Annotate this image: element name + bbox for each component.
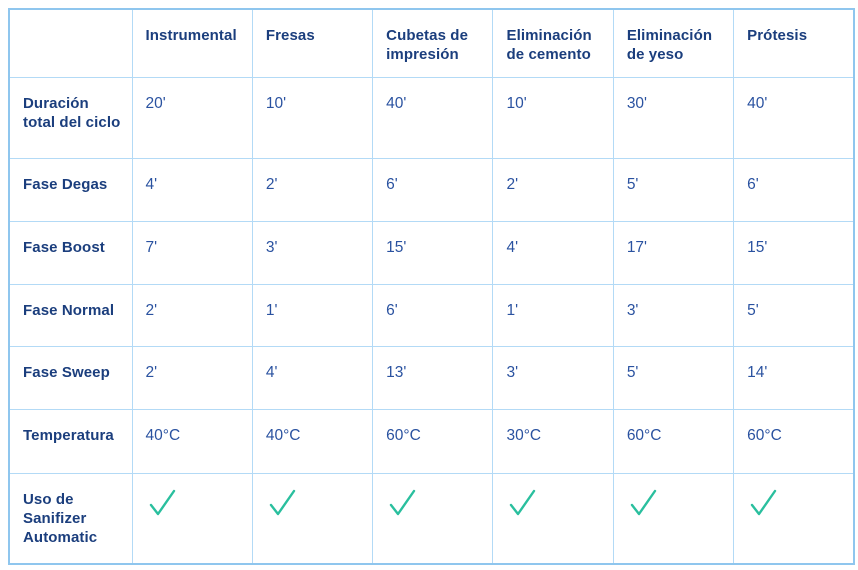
corner-cell [8,8,133,78]
value-cell: 4' [131,158,253,222]
check-cell [372,472,494,565]
check-cell [733,472,855,565]
value-cell: 60°C [733,408,855,474]
table-row: Duración total del ciclo 20' 10' 40' 10' 30' 4… [8,76,855,160]
value-cell: 6' [372,158,494,222]
table-row: Fase Normal 2' 1' 6' 1' 3' 5' [8,283,855,348]
row-label: Uso de Sanifizer Automatic [8,472,133,565]
value-cell: 3' [251,220,374,285]
check-cell [251,472,374,565]
header-row: Instrumental Fresas Cubetas de impresión El… [8,8,855,78]
value-cell: 10' [492,76,614,160]
column-header: Eliminación de yeso [612,8,735,78]
value-cell: 10' [251,76,374,160]
value-cell: 7' [131,220,253,285]
value-cell: 40' [733,76,855,160]
value-cell: 1' [251,283,374,348]
column-header: Fresas [251,8,374,78]
value-cell: 2' [492,158,614,222]
value-cell: 13' [372,346,494,410]
row-label: Temperatura [8,408,133,474]
table-row: Fase Boost 7' 3' 15' 4' 17' 15' [8,220,855,285]
check-icon [510,489,536,515]
value-cell: 60°C [612,408,735,474]
column-header: Prótesis [733,8,855,78]
value-cell: 3' [492,346,614,410]
row-label: Duración total del ciclo [8,76,133,160]
value-cell: 3' [612,283,735,348]
check-icon [630,489,657,515]
value-cell: 5' [733,283,855,348]
value-cell: 15' [733,220,855,285]
check-cell [612,472,735,565]
check-icon [750,489,777,515]
value-cell: 40' [372,76,494,160]
value-cell: 2' [131,346,253,410]
value-cell: 60°C [372,408,494,474]
check-cell [492,472,614,565]
row-label: Fase Boost [8,220,133,285]
value-cell: 40°C [251,408,374,474]
value-cell: 6' [733,158,855,222]
value-cell: 2' [251,158,374,222]
row-label: Fase Normal [8,283,133,348]
value-cell: 1' [492,283,614,348]
check-icon [269,489,296,515]
value-cell: 40°C [131,408,253,474]
column-header: Instrumental [131,8,253,78]
value-cell: 15' [372,220,494,285]
value-cell: 2' [131,283,253,348]
value-cell: 6' [372,283,494,348]
column-header: Cubetas de impresión [372,8,494,78]
value-cell: 4' [251,346,374,410]
value-cell: 5' [612,346,735,410]
table-row: Fase Degas 4' 2' 6' 2' 5' 6' [8,158,855,222]
column-header: Eliminación de cemento [492,8,614,78]
check-icon [389,489,416,515]
table-body: Duración total del ciclo 20' 10' 40' 10' 30' 4… [8,76,855,565]
check-cell [131,472,253,565]
sterilization-cycles-table: Instrumental Fresas Cubetas de impresión El… [8,8,855,565]
value-cell: 20' [131,76,253,160]
row-label: Fase Degas [8,158,133,222]
table-row: Fase Sweep 2' 4' 13' 3' 5' 14' [8,346,855,410]
value-cell: 30°C [492,408,614,474]
value-cell: 30' [612,76,735,160]
check-icon [149,489,175,515]
table-row: Temperatura 40°C 40°C 60°C 30°C 60°C 60°C [8,408,855,474]
table-row: Uso de Sanifizer Automatic [8,472,855,565]
value-cell: 17' [612,220,735,285]
value-cell: 4' [492,220,614,285]
row-label: Fase Sweep [8,346,133,410]
value-cell: 5' [612,158,735,222]
value-cell: 14' [733,346,855,410]
